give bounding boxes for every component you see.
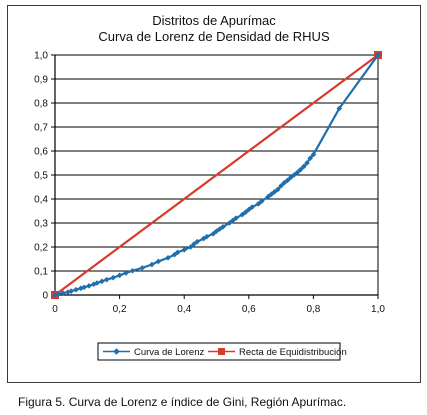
figure-caption: Figura 5. Curva de Lorenz e índice de Gi… <box>18 395 347 409</box>
y-tick-label: 0,7 <box>34 123 48 134</box>
legend-equidistribution-swatch-marker <box>218 348 225 355</box>
lorenz-point <box>204 233 210 240</box>
y-tick-label: 0,8 <box>34 99 48 110</box>
lorenz-point <box>268 191 275 197</box>
x-tick-label: 0 <box>52 304 58 315</box>
lorenz-point <box>242 209 249 215</box>
lorenz-point <box>304 160 310 166</box>
lorenz-point <box>181 247 187 253</box>
lorenz-point <box>229 217 236 224</box>
lorenz-point <box>52 292 58 298</box>
y-tick-label: 0,1 <box>34 267 48 278</box>
lorenz-point <box>255 201 262 207</box>
lorenz-point <box>90 281 97 287</box>
lorenz-point <box>194 238 200 245</box>
chart-frame: Distritos de Apurímac Curva de Lorenz de… <box>7 5 421 383</box>
y-tick-label: 0,4 <box>34 195 48 206</box>
lorenz-point <box>300 163 307 170</box>
lorenz-point <box>220 224 226 230</box>
lorenz-point <box>294 169 301 176</box>
lorenz-point <box>310 151 317 158</box>
lorenz-point <box>187 244 194 250</box>
legend-equidistribution-label: Recta de Equidistribución <box>239 347 347 358</box>
x-tick-label: 1,0 <box>371 304 385 315</box>
lorenz-point <box>123 270 129 276</box>
lorenz-point <box>60 290 66 296</box>
lorenz-point <box>239 211 246 218</box>
lorenz-point <box>275 186 281 193</box>
lorenz-point <box>249 204 255 210</box>
lorenz-point <box>291 172 297 178</box>
equidistribution-line <box>54 54 379 296</box>
lorenz-point <box>297 166 304 173</box>
lorenz-point <box>94 280 100 286</box>
lorenz-point <box>271 189 278 195</box>
y-tick-label: 0 <box>42 291 48 302</box>
y-axis-ticks: 0 0,1 0,2 0,3 0,4 0,5 0,6 0,7 0,8 0,9 1,0 <box>34 51 55 302</box>
lorenz-point <box>86 283 92 289</box>
lorenz-point <box>174 249 181 256</box>
lorenz-point <box>287 174 294 181</box>
lorenz-point <box>278 183 284 189</box>
lorenz-point <box>110 274 116 281</box>
chart-title: Distritos de Apurímac <box>152 13 276 28</box>
lorenz-point <box>284 177 291 184</box>
lorenz-point <box>116 272 123 279</box>
lorenz-point <box>336 105 343 112</box>
lorenz-point <box>155 258 162 265</box>
lorenz-point <box>139 265 146 271</box>
series-layer <box>51 51 382 299</box>
lorenz-point <box>233 215 239 221</box>
lorenz-point <box>246 206 252 213</box>
lorenz-point <box>99 278 105 285</box>
lorenz-point <box>103 276 110 283</box>
lorenz-point <box>191 241 197 247</box>
lorenz-point <box>129 267 136 274</box>
y-tick-label: 0,2 <box>34 243 48 254</box>
x-axis-ticks: 0 0,2 0,4 0,6 0,8 1,0 <box>52 295 385 315</box>
y-tick-label: 1,0 <box>34 51 48 62</box>
y-tick-label: 0,9 <box>34 75 48 86</box>
lorenz-point <box>68 288 74 294</box>
y-tick-label: 0,3 <box>34 219 48 230</box>
lorenz-point <box>149 261 155 268</box>
gridlines <box>55 54 378 272</box>
x-tick-label: 0,8 <box>306 304 320 315</box>
x-tick-label: 0,2 <box>113 304 127 315</box>
lorenz-point <box>258 198 265 204</box>
lorenz-point <box>81 284 87 291</box>
x-tick-label: 0,4 <box>177 304 191 315</box>
lorenz-point <box>200 235 207 242</box>
lorenz-point <box>210 231 217 237</box>
chart-subtitle: Curva de Lorenz de Densidad de RHUS <box>98 29 330 44</box>
y-tick-label: 0,5 <box>34 171 48 182</box>
lorenz-point <box>226 220 233 226</box>
legend-lorenz-swatch-marker <box>113 348 120 355</box>
lorenz-point <box>265 193 271 200</box>
lorenz-point <box>307 155 313 161</box>
lorenz-point <box>55 291 62 297</box>
lorenz-chart: Distritos de Apurímac Curva de Lorenz de… <box>34 13 385 361</box>
lorenz-point <box>171 251 178 258</box>
legend-lorenz-label: Curva de Lorenz <box>134 347 204 358</box>
lorenz-point <box>375 52 381 58</box>
y-tick-label: 0,6 <box>34 147 48 158</box>
legend: Curva de Lorenz Recta de Equidistribución <box>97 342 347 361</box>
lorenz-point <box>73 286 79 293</box>
lorenz-point <box>281 179 288 186</box>
x-tick-label: 0,6 <box>242 304 256 315</box>
lorenz-point <box>165 255 171 261</box>
